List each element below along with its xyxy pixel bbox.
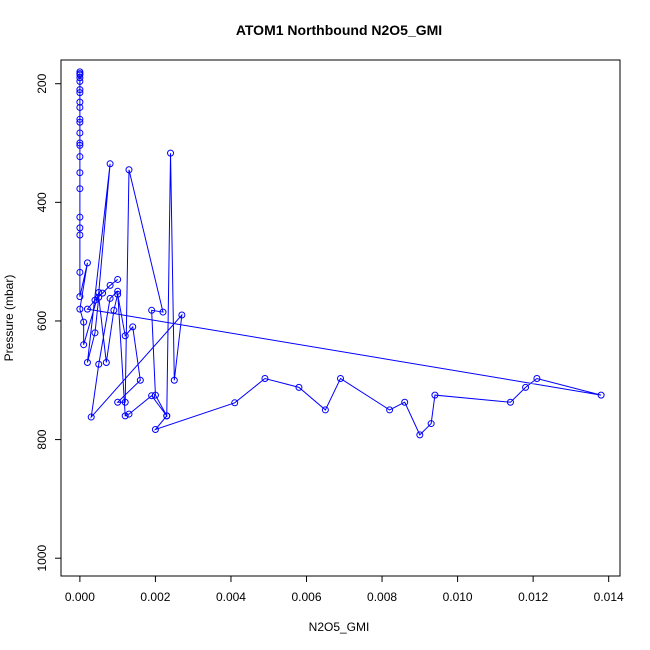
data-point [125, 410, 133, 418]
data-point [76, 129, 84, 137]
y-axis-label: Pressure (mbar) [2, 275, 16, 362]
data-point [231, 399, 239, 407]
data-point [76, 86, 84, 94]
y-tick-label: 1000 [35, 545, 49, 572]
data-point [76, 141, 84, 149]
data-point [167, 149, 175, 157]
data-point [76, 268, 84, 276]
data-point [431, 391, 439, 399]
data-point [170, 376, 178, 384]
data-point [95, 289, 103, 296]
data-point [163, 412, 171, 420]
data-point [386, 406, 394, 414]
data-point [76, 305, 84, 313]
data-point [76, 77, 84, 85]
x-axis: 0.000 0.002 0.004 0.006 0.008 0.010 0.012 0.014 [65, 575, 624, 604]
data-point [87, 413, 95, 421]
data-point [80, 318, 88, 326]
data-point [76, 139, 84, 147]
data-point [91, 329, 99, 337]
y-axis: 200 400 600 800 1000 [35, 73, 62, 572]
x-tick-label: 0.008 [367, 590, 397, 604]
y-tick-label: 400 [35, 192, 49, 212]
data-point [106, 294, 114, 302]
x-axis-label: N2O5_GMI [309, 620, 370, 634]
data-point [159, 308, 167, 316]
data-point [80, 341, 88, 349]
data-point [114, 287, 122, 295]
x-tick-label: 0.000 [65, 590, 95, 604]
data-point [178, 311, 186, 319]
data-point [114, 290, 122, 298]
x-tick-label: 0.002 [140, 590, 170, 604]
x-tick-label: 0.014 [594, 590, 624, 604]
data-point [295, 383, 303, 391]
data-point [533, 375, 541, 382]
data-point [125, 166, 133, 174]
data-point [321, 406, 329, 414]
y-tick-label: 200 [35, 73, 49, 93]
data-point [76, 89, 84, 97]
data-point [121, 332, 129, 340]
data-point [76, 71, 84, 79]
data-point [261, 375, 269, 382]
data-point [76, 293, 84, 301]
data-point [427, 420, 435, 428]
data-point [76, 118, 84, 126]
data-point [99, 289, 107, 297]
data-point [106, 160, 114, 168]
data-point [76, 98, 84, 106]
data-point [83, 305, 91, 313]
data-point [76, 185, 84, 193]
series-line-0 [79, 71, 602, 436]
data-point [91, 296, 99, 304]
data-point [337, 375, 344, 382]
y-tick-label: 600 [35, 311, 49, 331]
data-point [401, 398, 409, 406]
chart-title: ATOM1 Northbound N2O5_GMI [236, 22, 442, 38]
data-point [121, 412, 129, 420]
data-point [129, 323, 137, 331]
data-point [114, 398, 122, 406]
data-point [83, 259, 91, 267]
y-tick-label: 800 [35, 429, 49, 449]
data-point [136, 376, 144, 384]
data-point [121, 398, 129, 406]
x-tick-label: 0.004 [216, 590, 246, 604]
data-point [76, 213, 84, 221]
data-point [110, 306, 118, 314]
data-point [76, 169, 84, 177]
data-point [102, 358, 110, 366]
data-point [416, 431, 424, 439]
data-point [76, 231, 84, 239]
data-point [106, 281, 114, 289]
data-point [95, 360, 103, 368]
data-point [114, 275, 122, 283]
data-point [76, 103, 84, 111]
x-tick-label: 0.006 [291, 590, 321, 604]
data-point [148, 306, 156, 314]
data-point [76, 68, 84, 76]
x-tick-label: 0.010 [443, 590, 473, 604]
x-tick-label: 0.012 [518, 590, 548, 604]
data-point [522, 383, 530, 391]
data-point [83, 358, 91, 366]
data-point [151, 426, 159, 433]
data-point [148, 392, 156, 400]
data-point [597, 391, 605, 399]
data-point [151, 391, 159, 399]
data-point [76, 153, 84, 161]
data-layer [76, 68, 605, 439]
data-point [76, 115, 84, 123]
data-point [506, 398, 514, 406]
data-point [76, 224, 84, 232]
